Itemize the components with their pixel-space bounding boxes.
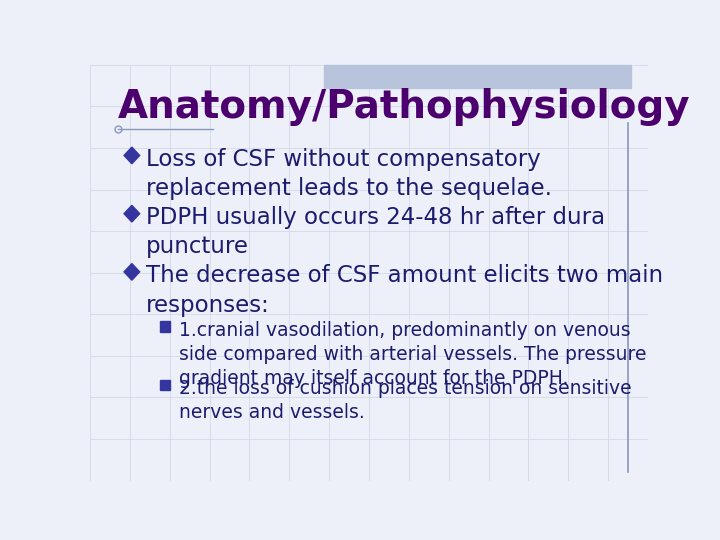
- Polygon shape: [161, 380, 171, 390]
- Polygon shape: [161, 321, 171, 332]
- Polygon shape: [124, 264, 140, 280]
- Text: 2.the loss of cushion places tension on sensitive
nerves and vessels.: 2.the loss of cushion places tension on …: [179, 379, 632, 422]
- Polygon shape: [124, 205, 140, 222]
- Bar: [324, 65, 631, 87]
- Text: PDPH usually occurs 24-48 hr after dura
puncture: PDPH usually occurs 24-48 hr after dura …: [145, 206, 605, 259]
- Text: Loss of CSF without compensatory
replacement leads to the sequelae.: Loss of CSF without compensatory replace…: [145, 148, 552, 200]
- Text: The decrease of CSF amount elicits two main
responses:: The decrease of CSF amount elicits two m…: [145, 265, 663, 316]
- Polygon shape: [124, 147, 140, 164]
- Text: Anatomy/Pathophysiology: Anatomy/Pathophysiology: [118, 87, 690, 126]
- Text: 1.cranial vasodilation, predominantly on venous
side compared with arterial vess: 1.cranial vasodilation, predominantly on…: [179, 321, 647, 388]
